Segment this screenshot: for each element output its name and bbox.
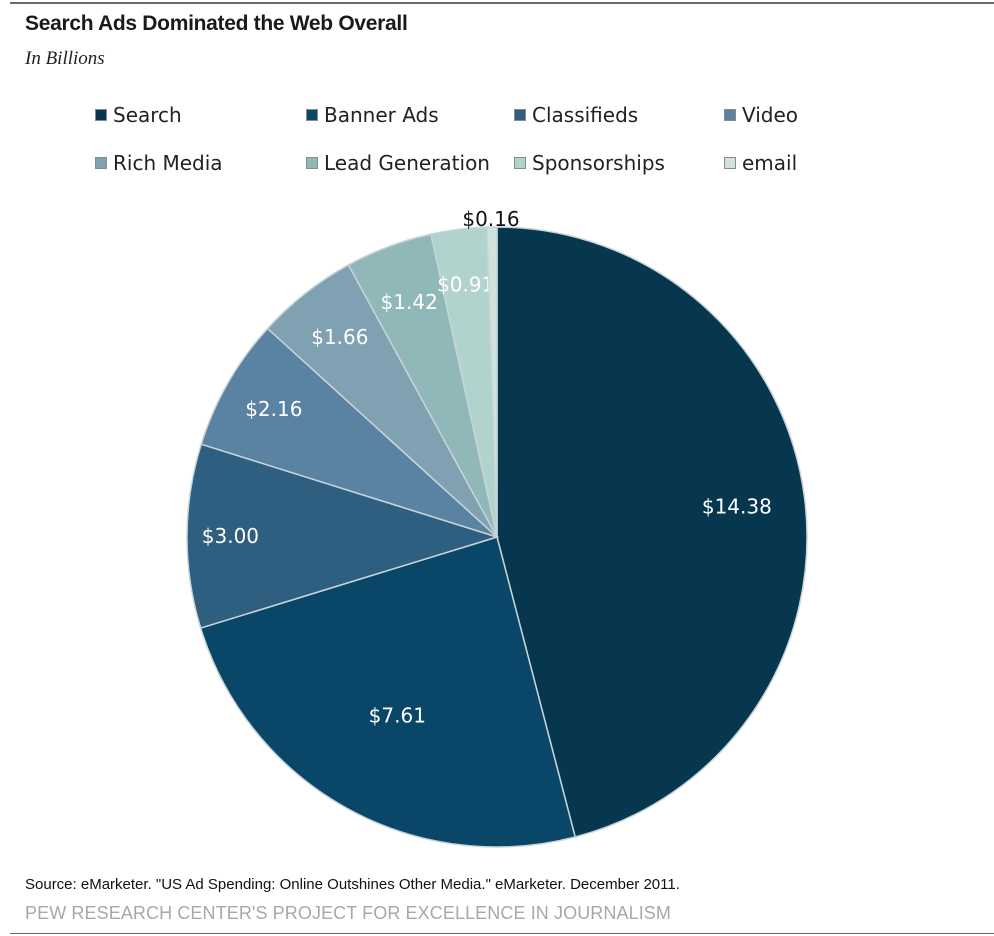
slice-label-classifieds: $3.00 — [202, 524, 259, 548]
legend-item-sponsorships: Sponsorships — [514, 150, 665, 176]
legend-item-search: Search — [95, 102, 182, 128]
legend-swatch — [95, 157, 107, 169]
legend-item-video: Video — [724, 102, 798, 128]
pie-slice-video — [200, 327, 498, 538]
pie-slice-email — [486, 226, 498, 538]
legend-label: Rich Media — [113, 151, 223, 175]
legend-item-email: email — [724, 150, 797, 176]
slice-label-search: $14.38 — [702, 494, 772, 518]
legend-label: Classifieds — [532, 103, 639, 127]
legend-item-rich-media: Rich Media — [95, 150, 223, 176]
legend-swatch — [724, 109, 736, 121]
chart-title: Search Ads Dominated the Web Overall — [25, 12, 408, 35]
chart-subtitle: In Billions — [25, 48, 105, 69]
legend-swatch — [514, 109, 526, 121]
pie-slice-banner-ads — [199, 536, 577, 848]
pie-slice-classifieds — [186, 443, 500, 629]
credit-line: PEW RESEARCH CENTER'S PROJECT FOR EXCELL… — [25, 903, 672, 923]
legend-swatch — [306, 157, 318, 169]
source-note: Source: eMarketer. "US Ad Spending: Onli… — [25, 876, 680, 893]
slice-label-email: $0.16 — [462, 207, 519, 231]
legend-label: Search — [113, 103, 182, 127]
legend-label: Video — [742, 103, 799, 127]
legend-label: email — [742, 151, 798, 175]
legend-item-lead-generation: Lead Generation — [306, 150, 490, 176]
top-rule — [10, 2, 994, 4]
pie-slice-search — [496, 226, 808, 838]
legend-label: Sponsorships — [532, 151, 665, 175]
legend-label: Lead Generation — [324, 151, 490, 175]
legend-label: Banner Ads — [324, 103, 439, 127]
legend-swatch — [306, 109, 318, 121]
slice-label-video: $2.16 — [245, 397, 302, 421]
legend-item-classifieds: Classifieds — [514, 102, 638, 128]
legend-swatch — [514, 157, 526, 169]
legend-swatch — [95, 109, 107, 121]
slice-label-rich-media: $1.66 — [311, 325, 368, 349]
legend-swatch — [724, 157, 736, 169]
slice-label-lead-generation: $1.42 — [381, 290, 438, 314]
slice-label-sponsorships: $0.91 — [437, 273, 494, 297]
bottom-rule — [10, 933, 994, 934]
legend-item-banner-ads: Banner Ads — [306, 102, 439, 128]
slice-label-banner-ads: $7.61 — [369, 704, 426, 728]
